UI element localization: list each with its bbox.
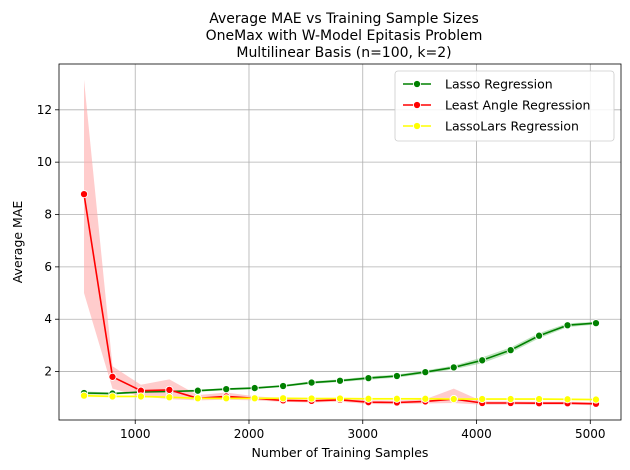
lassolars-regression-point — [478, 395, 487, 404]
plot-area-frame — [58, 63, 622, 421]
chart-title: Average MAE vs Training Sample Sizes One… — [206, 11, 483, 61]
lasso-regression-point — [335, 376, 345, 385]
lassolars-regression-point — [335, 394, 345, 403]
lasso-regression-point — [449, 363, 458, 372]
lassolars-regression-point — [421, 394, 430, 403]
lasso-regression-point — [421, 368, 430, 377]
y-tick-label: 4 — [44, 312, 52, 326]
lasso-regression-point — [193, 386, 202, 395]
legend-box — [394, 70, 615, 142]
y-tick-label: 10 — [37, 155, 52, 169]
lasso-regression-point — [591, 319, 601, 328]
lassolars-regression-point — [136, 392, 145, 401]
y-tick-label: 8 — [44, 208, 52, 222]
x-tick-label: 3000 — [347, 427, 378, 441]
lasso-regression-legend-marker — [412, 79, 422, 89]
lassolars-regression-point — [535, 395, 544, 404]
lasso-regression-point — [535, 331, 544, 340]
lassolars-regression-point — [279, 394, 288, 403]
y-axis-label: Average MAE — [10, 201, 25, 284]
least-angle-regression-legend-label: Least Angle Regression — [445, 98, 590, 113]
lasso-regression-point — [478, 356, 487, 365]
lassolars-regression-point — [193, 394, 202, 403]
lasso-regression-point — [392, 371, 401, 381]
series-markers — [79, 190, 601, 408]
x-tick-label: 2000 — [234, 427, 265, 441]
lassolars-regression-point — [165, 393, 174, 402]
lassolars-regression-legend-label: LassoLars Regression — [445, 119, 579, 134]
x-tick-label: 1000 — [120, 427, 151, 441]
x-tick-label: 5000 — [575, 427, 606, 441]
x-axis-ticks: 1000 2000 3000 4000 5000 — [120, 420, 606, 441]
least-angle-regression-point — [108, 372, 117, 381]
x-tick-label: 4000 — [461, 427, 492, 441]
lasso-regression-point — [364, 374, 373, 383]
lassolars-regression-point — [392, 394, 401, 403]
least-angle-regression-point — [165, 385, 174, 394]
lassolars-regression-point — [250, 394, 259, 403]
lassolars-regression-point — [591, 395, 601, 404]
lasso-regression-point — [307, 378, 316, 387]
least-angle-regression-legend-marker — [412, 100, 422, 110]
lassolars-regression-point — [307, 394, 316, 403]
chart-title-line-3: Multilinear Basis (n=100, k=2) — [236, 45, 451, 61]
lasso-regression-point — [222, 385, 231, 394]
lasso-regression-point — [563, 321, 572, 330]
lassolars-regression-legend-marker — [412, 121, 422, 131]
y-tick-label: 2 — [44, 365, 52, 379]
lasso-regression-point — [506, 346, 515, 355]
legend: Lasso Regression Least Angle Regression La… — [394, 70, 615, 142]
lassolars-regression-point — [506, 395, 515, 404]
lassolars-regression-point — [222, 394, 231, 403]
lassolars-regression-point — [364, 394, 373, 403]
y-tick-label: 6 — [44, 260, 52, 274]
x-axis-label: Number of Training Samples — [252, 445, 429, 460]
lassolars-regression-point — [449, 395, 458, 404]
y-axis-ticks: 2 4 6 8 10 12 — [37, 103, 59, 379]
lassolars-regression-point — [563, 395, 572, 404]
lasso-regression-point — [279, 381, 288, 391]
least-angle-regression-point — [79, 190, 89, 199]
y-tick-label: 12 — [37, 103, 52, 117]
chart-title-line-1: Average MAE vs Training Sample Sizes — [209, 11, 479, 27]
lassolars-regression-point — [79, 391, 89, 400]
lassolars-regression-point — [108, 392, 117, 401]
lasso-regression-point — [250, 384, 259, 393]
chart-title-line-2: OneMax with W-Model Epitasis Problem — [206, 28, 483, 44]
lasso-regression-legend-label: Lasso Regression — [445, 77, 553, 92]
